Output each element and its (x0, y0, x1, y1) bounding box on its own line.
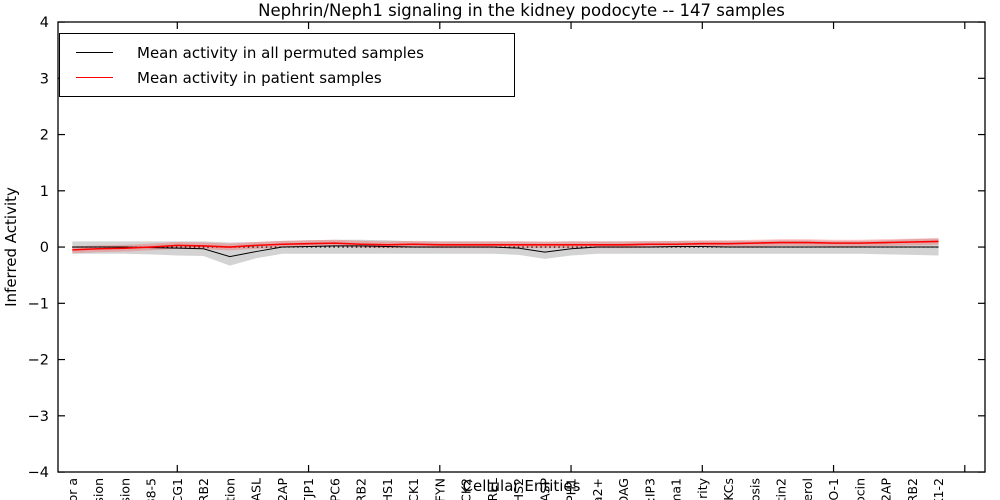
patient-line-swatch (76, 77, 113, 78)
svg-text:Nephrin/NEPH1/podocin: Nephrin/NEPH1/podocin (852, 478, 867, 500)
svg-text:ARRB2: ARRB2 (196, 478, 211, 500)
x-axis-label: Cellular Entities (462, 477, 581, 495)
svg-text:Nephrin/NEPH1/podocin/PLCgamma: Nephrin/NEPH1/podocin/PLCgamma1 (669, 478, 684, 500)
svg-text:Nephrin/NEPH1/podocin/CD2AP: Nephrin/NEPH1/podocin/CD2AP (879, 478, 894, 500)
svg-text:Nephrin/NEPH1: Nephrin/NEPH1 (564, 478, 579, 500)
svg-text:TJP1: TJP1 (301, 478, 316, 500)
svg-text:Nephrin/NEPH1/podocin/Choleste: Nephrin/NEPH1/podocin/Cholesterol (800, 478, 815, 500)
svg-text:PLCG1: PLCG1 (170, 478, 185, 500)
patient-mean-line (72, 240, 939, 251)
patient-confidence-band (72, 238, 939, 254)
svg-text:Nephrin/NEPH1/podocin/NCK1-2: Nephrin/NEPH1/podocin/NCK1-2 (931, 478, 946, 500)
svg-text:heterophilic cell adhesion: heterophilic cell adhesion (91, 478, 106, 500)
svg-text:4: 4 (40, 15, 49, 31)
svg-text:3: 3 (40, 71, 49, 87)
chart-title: Nephrin/Neph1 signaling in the kidney po… (258, 1, 785, 20)
legend-label: Mean activity in all permuted samples (137, 43, 424, 62)
svg-text:FYN: FYN (432, 478, 447, 500)
svg-text:−2: −2 (28, 353, 49, 369)
svg-text:TRPC6: TRPC6 (327, 478, 342, 500)
svg-text:NPHS1: NPHS1 (380, 478, 395, 500)
svg-text:mol:IP3: mol:IP3 (642, 478, 657, 500)
permuted-confidence-band (72, 238, 939, 266)
svg-text:NCK1: NCK1 (406, 478, 421, 500)
svg-text:ChemicalAbstracts:57-88-5: ChemicalAbstracts:57-88-5 (144, 478, 159, 500)
svg-text:KIRREL: KIRREL (485, 478, 500, 500)
svg-text:−4: −4 (28, 465, 49, 481)
x-category-labels: positive regulation of NF-kappaB transcr… (65, 477, 946, 500)
svg-text:2: 2 (40, 128, 49, 144)
svg-text:mol:DAG: mol:DAG (616, 478, 631, 500)
svg-text:1: 1 (40, 184, 49, 200)
svg-text:cytoskeleton organization: cytoskeleton organization (222, 478, 237, 500)
y-axis-label: Inferred Activity (2, 187, 20, 307)
svg-text:Nephrin/NEPH1Par3/Par6/Atypica: Nephrin/NEPH1Par3/Par6/Atypical PKCs (721, 478, 736, 500)
legend: Mean activity in all permuted samples Me… (59, 33, 515, 97)
svg-text:Nephrin/NEPH1/podocin/GRB2: Nephrin/NEPH1/podocin/GRB2 (905, 478, 920, 500)
svg-text:0: 0 (40, 240, 49, 256)
svg-text:GRB2: GRB2 (354, 478, 369, 500)
permuted-line-swatch (76, 52, 113, 53)
y-axis-ticks (58, 21, 985, 473)
svg-text:Nephrin/NEPH1/podocin/NCK1-2/N: Nephrin/NEPH1/podocin/NCK1-2/N-WASP (537, 478, 552, 500)
svg-text:WASL: WASL (249, 478, 264, 500)
svg-text:establishment of cell polarity: establishment of cell polarity (695, 477, 710, 500)
svg-text:Nephrin/NEPH1/beta Arrestin2: Nephrin/NEPH1/beta Arrestin2 (774, 478, 789, 500)
svg-text:NPHS2: NPHS2 (511, 478, 526, 500)
svg-text:mol:Ca2+: mol:Ca2+ (590, 478, 605, 500)
svg-text:homophilic cell adhesion: homophilic cell adhesion (117, 478, 132, 500)
svg-text:NCK2: NCK2 (459, 478, 474, 500)
svg-text:−1: −1 (28, 296, 49, 312)
y-tick-labels: 4 3 2 1 0 −1 −2 −3 −4 (28, 15, 49, 481)
svg-text:Nephrin/NEPH1/ZO-1: Nephrin/NEPH1/ZO-1 (826, 478, 841, 500)
svg-text:CD2AP: CD2AP (275, 478, 290, 500)
legend-item: Mean activity in patient samples (76, 69, 514, 87)
svg-text:regulation of endocytosis: regulation of endocytosis (747, 478, 762, 500)
legend-label: Mean activity in patient samples (137, 68, 382, 87)
permuted-mean-line (72, 245, 939, 258)
legend-item: Mean activity in all permuted samples (76, 44, 514, 62)
svg-text:−3: −3 (28, 409, 49, 425)
x-axis-ticks (176, 22, 966, 472)
svg-text:positive regulation of NF-kapp: positive regulation of NF-kappaB transcr… (65, 478, 80, 500)
